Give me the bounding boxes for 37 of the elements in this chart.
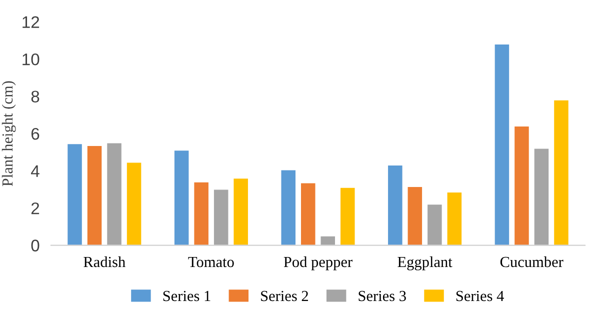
bar	[514, 126, 530, 246]
x-tick-label: Radish	[84, 256, 126, 268]
bar	[340, 187, 356, 246]
x-tick-label: Eggplant	[398, 256, 452, 270]
legend-label: Series 2	[261, 290, 308, 302]
x-tick-label: Pod pepper	[284, 256, 352, 270]
bar	[66, 143, 83, 246]
y-tick-label: 6	[31, 128, 40, 140]
bar	[494, 44, 510, 246]
bar	[300, 182, 316, 246]
y-tick-label: 2	[31, 202, 40, 214]
bar	[86, 145, 102, 246]
bar	[426, 204, 443, 246]
bar	[387, 164, 403, 246]
bar	[446, 192, 462, 246]
bar	[280, 170, 296, 246]
bar	[320, 236, 336, 246]
y-tick-label: 4	[31, 165, 40, 177]
bar	[126, 162, 142, 246]
y-tick-label: 0	[31, 240, 40, 252]
bar	[213, 189, 229, 246]
legend-label: Series 3	[358, 290, 406, 302]
y-tick-label: 12	[22, 16, 40, 28]
bar	[553, 100, 570, 246]
x-tick-label: Cucumber	[500, 256, 564, 268]
legend-label: Series 1	[163, 290, 210, 302]
y-axis-title: Plant height (cm)	[2, 81, 16, 186]
bar	[534, 148, 550, 246]
bar	[193, 182, 210, 246]
x-tick-label: Tomato	[188, 256, 234, 268]
bar	[233, 178, 249, 246]
bar	[407, 186, 423, 246]
y-tick-label: 8	[31, 90, 40, 103]
y-tick-label: 10	[22, 53, 40, 66]
bar	[174, 150, 190, 246]
bar	[106, 142, 122, 246]
legend-label: Series 4	[456, 290, 504, 302]
